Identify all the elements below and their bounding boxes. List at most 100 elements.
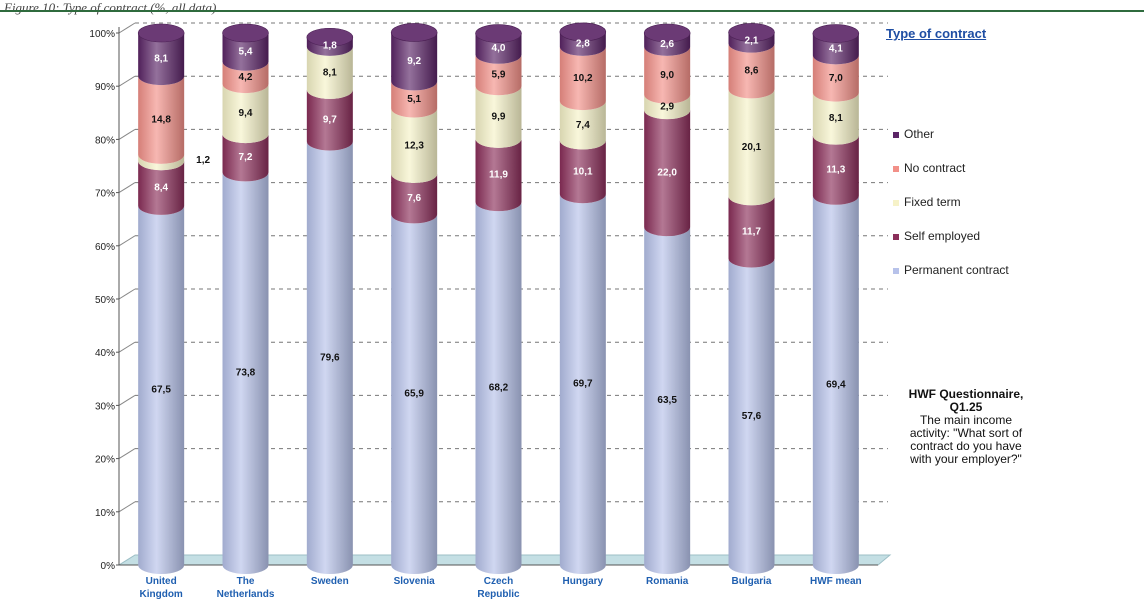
bar-segment[interactable]	[222, 84, 269, 144]
bar-segment[interactable]	[475, 86, 522, 148]
legend-label: Self employed	[904, 229, 981, 243]
y-tick-label: 60%	[95, 242, 115, 253]
data-label: 9,7	[323, 115, 337, 126]
gridline-wall	[118, 501, 136, 513]
bar-stack[interactable]: 63,5 22,0 2,9 9,0 2,6	[643, 23, 691, 574]
bar-cap	[728, 23, 775, 42]
bar-segment[interactable]	[138, 154, 185, 171]
legend-label: Other	[904, 127, 935, 141]
y-tick-label: 80%	[95, 135, 115, 146]
bar-segment[interactable]	[475, 33, 522, 64]
bar-segment[interactable]	[391, 81, 438, 118]
bar-stack[interactable]: 69,4 11,3 8,1 7,0 4,1	[812, 24, 860, 575]
legend-swatch	[893, 268, 899, 274]
bar-segment[interactable]	[391, 108, 438, 183]
bar-segment[interactable]	[644, 33, 691, 56]
data-label: 8,4	[154, 183, 168, 194]
bar-segment[interactable]	[644, 46, 691, 104]
annotation-text: The main income activity: "What sort of co…	[909, 413, 1023, 466]
annotation-title: HWF Questionnaire, Q1.25	[908, 387, 1024, 414]
bar-stack[interactable]: 79,6 9,7 8,1 1,8	[306, 27, 354, 574]
gridline-wall	[118, 75, 136, 87]
bar-segment[interactable]	[559, 101, 606, 150]
data-label: 8,6	[745, 66, 759, 77]
bar-segment[interactable]	[138, 161, 185, 215]
bar-segment[interactable]	[559, 140, 606, 204]
bar-segment[interactable]	[306, 89, 353, 151]
gridline-wall	[118, 182, 136, 194]
bar-segment[interactable]	[391, 173, 438, 224]
bar-segment[interactable]	[222, 61, 269, 94]
gridline-wall	[118, 448, 136, 460]
bar-segment[interactable]	[644, 227, 691, 574]
bar-segment[interactable]	[138, 205, 185, 574]
bar-segment[interactable]	[559, 31, 606, 56]
data-label: 5,1	[407, 94, 421, 105]
data-label: 7,6	[407, 193, 421, 204]
bar-segment[interactable]	[391, 32, 438, 91]
bar-stack[interactable]: 57,6 11,7 20,1 8,6 2,1	[728, 23, 775, 574]
bar-segment[interactable]	[138, 33, 185, 86]
chart-annotation: HWF Questionnaire, Q1.25 The main income a…	[878, 388, 1054, 466]
bar-cap	[306, 27, 354, 47]
data-label: 67,5	[151, 384, 171, 395]
x-category-label: Kingdom	[140, 589, 183, 600]
bar-stack[interactable]: 69,7 10,1 7,4 10,2 2,8	[559, 22, 607, 575]
gridline-wall	[118, 288, 136, 300]
bar-segment[interactable]	[559, 194, 606, 575]
bar-cap	[137, 23, 185, 43]
bar-stack[interactable]: 68,2 11,9 9,9 5,9 4,0	[475, 24, 522, 574]
data-label: 57,6	[742, 411, 762, 422]
bar-stack[interactable]: 65,9 7,6 12,3 5,1 9,2	[390, 23, 438, 575]
bar-segment[interactable]	[728, 89, 775, 206]
bar-segment[interactable]	[728, 258, 775, 574]
bar-stack[interactable]: 73,8 7,2 9,4 4,2 5,4	[222, 23, 269, 574]
bar-segment[interactable]	[812, 55, 859, 102]
bar-segment[interactable]	[222, 33, 269, 71]
data-label: 10,1	[573, 166, 593, 177]
data-label: 10,2	[573, 73, 593, 84]
bar-segment[interactable]	[138, 76, 185, 164]
y-tick-label: 30%	[95, 401, 115, 412]
data-label: 7,4	[576, 120, 590, 131]
legend-title[interactable]: Type of contract	[886, 26, 987, 41]
bar-segment[interactable]	[222, 134, 269, 182]
legend-label: Fixed term	[904, 195, 961, 209]
bar-segment[interactable]	[812, 33, 859, 65]
data-label: 11,7	[742, 226, 761, 237]
data-label: 1,8	[323, 40, 337, 51]
bar-segment[interactable]	[812, 135, 859, 205]
data-label: 8,1	[154, 54, 168, 65]
bar-segment[interactable]	[475, 138, 522, 212]
bar-segment[interactable]	[475, 54, 522, 96]
y-tick-label: 40%	[95, 348, 115, 359]
data-label: 73,8	[236, 368, 256, 379]
bar-segment[interactable]	[222, 172, 269, 574]
bar-segment[interactable]	[728, 196, 775, 268]
x-category-label: Sweden	[311, 576, 349, 587]
y-tick-label: 20%	[95, 455, 115, 466]
gridline-wall	[118, 341, 136, 353]
bar-segment[interactable]	[391, 214, 438, 575]
bar-stack[interactable]: 67,5 8,4 1,2 14,8 8,1	[137, 23, 211, 574]
bar-cap	[643, 23, 691, 43]
bar-segment[interactable]	[728, 32, 775, 53]
x-category-label: United	[146, 576, 177, 587]
bar-segment[interactable]	[812, 92, 859, 145]
bar-segment[interactable]	[812, 195, 859, 575]
data-label: 79,6	[320, 352, 340, 363]
bar-segment[interactable]	[306, 141, 353, 574]
data-label: 69,4	[826, 379, 846, 390]
data-label: 4,1	[829, 43, 843, 54]
bar-cap	[390, 23, 438, 42]
bar-segment[interactable]	[644, 94, 691, 120]
legend-swatch	[893, 234, 899, 240]
bar-segment[interactable]	[475, 202, 522, 574]
bar-segment[interactable]	[644, 110, 691, 237]
bar-segment[interactable]	[559, 46, 606, 111]
bar-segment[interactable]	[306, 46, 353, 99]
bar-segment[interactable]	[728, 43, 775, 99]
data-label: 9,2	[407, 56, 421, 67]
data-label: 2,9	[660, 101, 674, 112]
